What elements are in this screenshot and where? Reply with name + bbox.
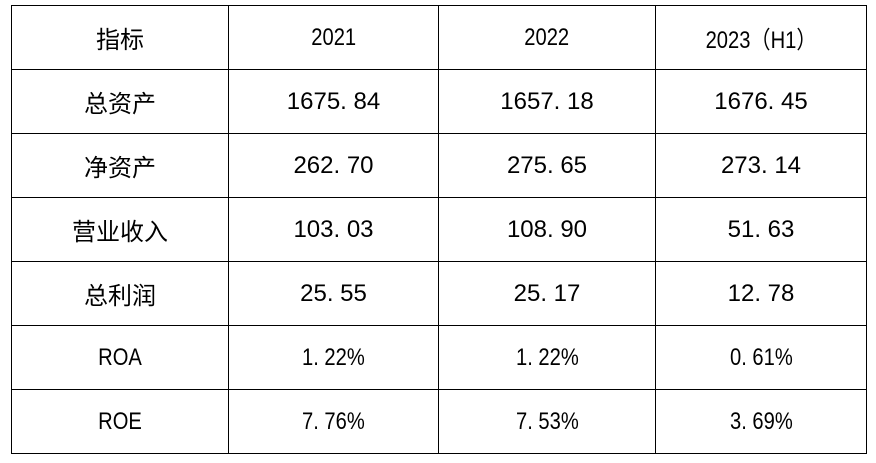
cell-value: 51. 63 (727, 215, 795, 243)
header-cell-2022: 2022 (438, 5, 656, 70)
row-label-cell: 净资产 (11, 133, 229, 198)
value-cell: 1. 22% (228, 325, 439, 390)
cell-value: 3. 69% (729, 407, 793, 435)
value-cell: 275. 65 (438, 133, 656, 198)
row-label: 总利润 (84, 283, 156, 310)
row-label-cell: ROA (11, 325, 229, 390)
cell-value: 1. 22% (302, 343, 365, 371)
row-label: ROE (98, 407, 142, 435)
row-label: ROA (98, 343, 142, 371)
header-label: 指标 (96, 27, 144, 54)
row-label: 总资产 (84, 91, 156, 118)
row-label: 营业收入 (72, 219, 168, 246)
cell-value: 1657. 18 (500, 87, 594, 115)
cell-value: 7. 76% (302, 407, 365, 435)
header-cell-indicator: 指标 (11, 5, 229, 70)
value-cell: 0. 61% (655, 325, 867, 390)
value-cell: 7. 53% (438, 389, 656, 454)
cell-value: 1676. 45 (714, 87, 808, 115)
table-header-row: 指标 2021 2022 2023（H1） (11, 5, 867, 70)
financial-indicators-table: 指标 2021 2022 2023（H1） 总资产 1675. 84 1657.… (11, 5, 867, 454)
table-row-roa: ROA 1. 22% 1. 22% 0. 61% (11, 325, 867, 390)
value-cell: 1657. 18 (438, 69, 656, 134)
cell-value: 262. 70 (293, 151, 374, 179)
row-label: 净资产 (84, 155, 156, 182)
cell-value: 25. 55 (300, 279, 367, 307)
value-cell: 273. 14 (655, 133, 867, 198)
cell-value: 273. 14 (720, 151, 802, 179)
row-label-cell: ROE (11, 389, 229, 454)
value-cell: 262. 70 (228, 133, 439, 198)
value-cell: 25. 17 (438, 261, 656, 326)
cell-value: 1. 22% (515, 343, 579, 371)
header-cell-2023h1: 2023（H1） (655, 5, 867, 70)
value-cell: 103. 03 (228, 197, 439, 262)
table-row-total-profit: 总利润 25. 55 25. 17 12. 78 (11, 261, 867, 326)
value-cell: 1675. 84 (228, 69, 439, 134)
cell-value: 275. 65 (506, 151, 588, 179)
header-cell-2021: 2021 (228, 5, 439, 70)
value-cell: 25. 55 (228, 261, 439, 326)
cell-value: 103. 03 (293, 215, 374, 243)
cell-value: 12. 78 (727, 279, 795, 307)
value-cell: 7. 76% (228, 389, 439, 454)
row-label-cell: 总资产 (11, 69, 229, 134)
table-row-net-assets: 净资产 262. 70 275. 65 273. 14 (11, 133, 867, 198)
cell-value: 1675. 84 (286, 87, 381, 115)
value-cell: 12. 78 (655, 261, 867, 326)
header-label: 2021 (311, 23, 356, 51)
value-cell: 1. 22% (438, 325, 656, 390)
cell-value: 108. 90 (506, 215, 588, 243)
row-label-cell: 总利润 (11, 261, 229, 326)
row-label-cell: 营业收入 (11, 197, 229, 262)
table-row-operating-revenue: 营业收入 103. 03 108. 90 51. 63 (11, 197, 867, 262)
header-label: 2022 (524, 23, 570, 51)
table-row-roe: ROE 7. 76% 7. 53% 3. 69% (11, 389, 867, 454)
cell-value: 25. 17 (513, 279, 581, 307)
value-cell: 1676. 45 (655, 69, 867, 134)
header-label: 2023（H1） (705, 27, 817, 54)
cell-value: 0. 61% (729, 343, 793, 371)
value-cell: 3. 69% (655, 389, 867, 454)
value-cell: 51. 63 (655, 197, 867, 262)
cell-value: 7. 53% (515, 407, 579, 435)
value-cell: 108. 90 (438, 197, 656, 262)
table-row-total-assets: 总资产 1675. 84 1657. 18 1676. 45 (11, 69, 867, 134)
